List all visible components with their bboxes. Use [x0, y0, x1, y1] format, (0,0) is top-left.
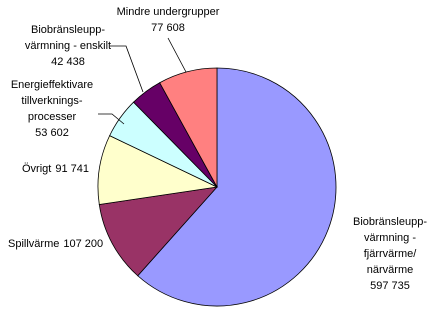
pie-slice [137, 67, 337, 307]
pie-slice [98, 186, 219, 277]
pie-slice [159, 67, 218, 188]
leader-line [110, 45, 144, 93]
value-label: 53 602 [35, 127, 69, 139]
category-label: Övrigt [22, 163, 52, 175]
category-label: Spillvärme [8, 238, 60, 250]
category-label: Biobränsleupp- värmning - enskilt [24, 24, 112, 52]
slice-label: Övrigt 91 741 [22, 161, 89, 177]
leader-line [98, 113, 125, 125]
slice-label: Biobränsleupp- värmning - fjärrvärme/ nä… [330, 214, 433, 294]
slice-label: Energieffektivare tillverknings- process… [0, 77, 112, 141]
value-label: 91 741 [55, 163, 89, 175]
slice-label: Spillvärme 107 200 [8, 236, 103, 252]
slice-label: Mindre undergrupper 77 608 [108, 4, 228, 36]
leader-line [167, 37, 187, 73]
slice-label: Biobränsleupp- värmning - enskilt 42 438 [8, 22, 128, 70]
value-label: 77 608 [151, 22, 185, 34]
value-label: 42 438 [51, 56, 85, 68]
category-label: Biobränsleupp- värmning - fjärrvärme/ nä… [353, 216, 427, 276]
category-label: Mindre undergrupper [116, 6, 220, 18]
category-label: Energieffektivare tillverknings- process… [10, 79, 94, 123]
value-label: 107 200 [63, 238, 104, 250]
value-label: 597 735 [370, 280, 410, 292]
